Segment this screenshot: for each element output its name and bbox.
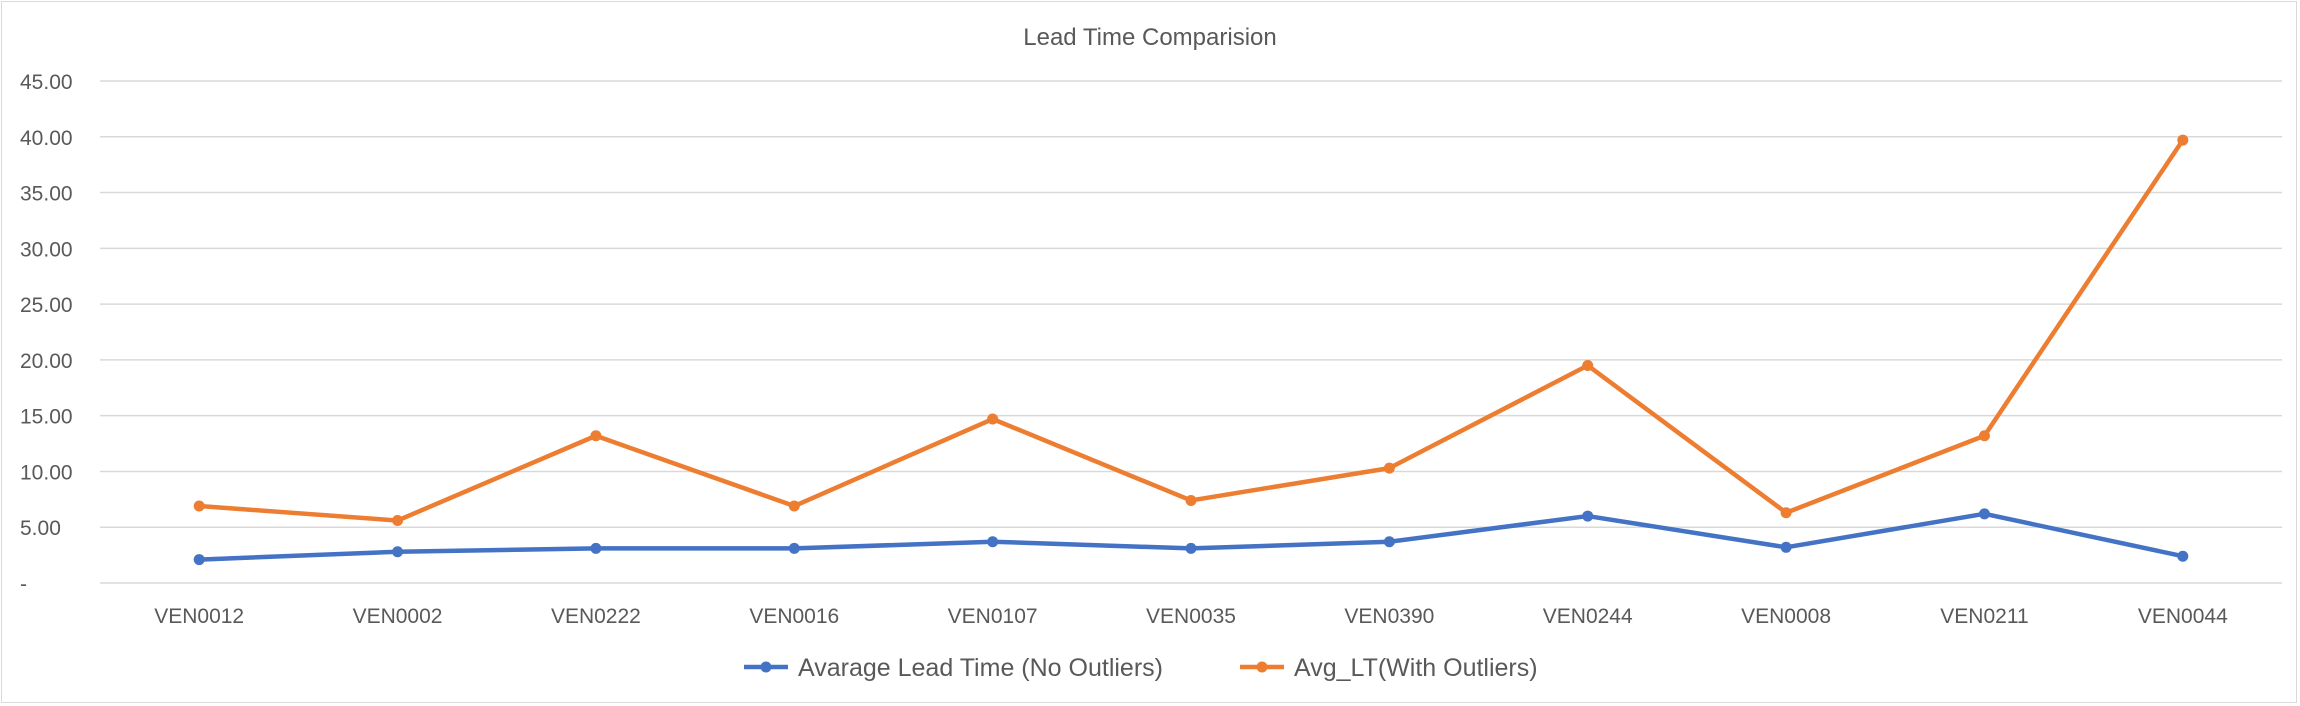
y-tick-label: 30.00 — [20, 238, 73, 261]
data-point — [193, 554, 205, 566]
y-tick-label: 40.00 — [20, 127, 73, 150]
x-tick-label: VEN0107 — [948, 605, 1038, 628]
legend-label: Avarage Lead Time (No Outliers) — [798, 654, 1163, 682]
data-point — [590, 430, 602, 442]
y-tick-label: - — [20, 573, 27, 596]
series-line — [196, 137, 2186, 523]
data-point — [1582, 510, 1594, 522]
data-point — [987, 413, 999, 425]
x-tick-label: VEN0012 — [154, 605, 244, 628]
y-tick-label: 20.00 — [20, 350, 73, 373]
data-point — [392, 515, 404, 527]
data-point — [788, 542, 800, 554]
x-tick-label: VEN0222 — [551, 605, 641, 628]
data-point — [2177, 134, 2189, 146]
legend-marker — [760, 661, 772, 673]
legend-item: Avg_LT(With Outliers) — [1240, 654, 1538, 682]
y-tick-label: 5.00 — [20, 517, 61, 540]
y-tick-label: 25.00 — [20, 294, 73, 317]
y-tick-label: 45.00 — [20, 71, 73, 94]
x-tick-label: VEN0002 — [353, 605, 443, 628]
data-point — [1383, 462, 1395, 474]
x-tick-label: VEN0390 — [1344, 605, 1434, 628]
legend: Avarage Lead Time (No Outliers) Avg_LT(Wi… — [744, 654, 1538, 682]
x-tick-label: VEN0035 — [1146, 605, 1236, 628]
data-point — [1780, 507, 1792, 519]
series-2 — [193, 134, 2189, 527]
y-tick-label: 35.00 — [20, 183, 73, 206]
x-axis-ticks: VEN0012 VEN0002 VEN0222 VEN0016 VEN0107 VEN00… — [154, 605, 2228, 628]
data-point — [1780, 541, 1792, 553]
data-point — [2177, 550, 2189, 562]
data-point — [1582, 359, 1594, 371]
data-point — [987, 536, 999, 548]
data-point — [193, 500, 205, 512]
data-point — [590, 542, 602, 554]
data-point — [1383, 536, 1395, 548]
y-tick-label: 15.00 — [20, 406, 73, 429]
gridlines — [100, 80, 2282, 584]
series-lines — [193, 134, 2189, 566]
data-point — [392, 546, 404, 558]
data-point — [788, 500, 800, 512]
y-tick-label: 10.00 — [20, 461, 73, 484]
x-tick-label: VEN0211 — [1940, 605, 2028, 628]
chart-title: Lead Time Comparision — [1023, 24, 1276, 51]
data-point — [1978, 508, 1990, 520]
series-1 — [193, 508, 2189, 566]
x-tick-label: VEN0244 — [1543, 605, 1633, 628]
legend-marker — [1256, 661, 1268, 673]
data-point — [1978, 430, 1990, 442]
legend-item: Avarage Lead Time (No Outliers) — [744, 654, 1163, 682]
legend-label: Avg_LT(With Outliers) — [1294, 654, 1538, 682]
y-axis-ticks: - 5.00 10.00 15.00 20.00 25.00 30.00 35.00 40.00… — [20, 71, 73, 596]
data-point — [1185, 542, 1197, 554]
x-tick-label: VEN0044 — [2138, 605, 2228, 628]
x-tick-label: VEN0008 — [1741, 605, 1831, 628]
data-point — [1185, 494, 1197, 506]
x-tick-label: VEN0016 — [749, 605, 839, 628]
